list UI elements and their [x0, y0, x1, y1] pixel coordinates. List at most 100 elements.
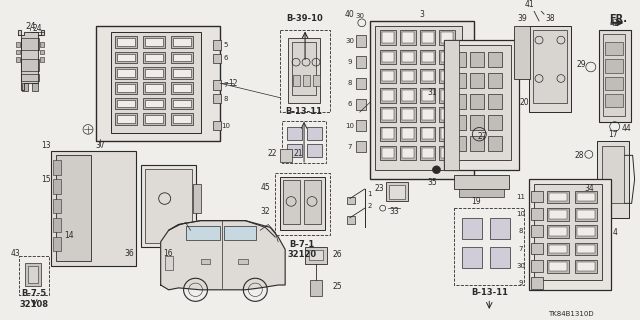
Text: 7: 7: [519, 245, 524, 252]
Bar: [442, 148, 453, 158]
Bar: [402, 52, 413, 62]
Bar: [399, 30, 415, 45]
Text: 10: 10: [346, 123, 355, 129]
Text: 3: 3: [419, 10, 424, 19]
Bar: [307, 144, 322, 157]
Text: 8: 8: [519, 228, 524, 234]
Text: 22: 22: [268, 149, 277, 158]
Text: 7: 7: [348, 144, 352, 150]
Bar: [381, 90, 394, 100]
Bar: [470, 52, 484, 67]
Text: 13: 13: [42, 141, 51, 150]
Bar: [214, 121, 221, 130]
Bar: [53, 179, 61, 194]
Text: 28: 28: [574, 151, 584, 160]
Bar: [440, 126, 456, 141]
Bar: [356, 99, 366, 110]
Bar: [310, 280, 322, 296]
Text: 34: 34: [584, 184, 594, 194]
Text: 30: 30: [346, 38, 355, 44]
Bar: [399, 88, 415, 102]
Bar: [171, 67, 193, 78]
Bar: [470, 94, 484, 109]
Bar: [53, 160, 61, 174]
Bar: [282, 121, 326, 163]
Bar: [309, 251, 323, 260]
Bar: [402, 32, 413, 43]
Bar: [347, 216, 355, 224]
Bar: [603, 34, 625, 116]
Text: 16: 16: [163, 249, 172, 258]
Bar: [442, 90, 453, 100]
Bar: [442, 128, 453, 139]
Bar: [171, 36, 193, 48]
Bar: [440, 146, 456, 160]
Bar: [356, 141, 366, 152]
Bar: [602, 146, 623, 204]
Text: 41: 41: [524, 0, 534, 9]
Text: 26: 26: [332, 250, 342, 259]
Bar: [21, 74, 39, 81]
Bar: [575, 191, 596, 204]
Text: 6: 6: [223, 55, 228, 61]
Bar: [380, 30, 396, 45]
Bar: [422, 148, 433, 158]
Bar: [549, 262, 567, 271]
Bar: [454, 174, 509, 189]
Bar: [171, 52, 193, 63]
Bar: [28, 266, 38, 283]
Bar: [143, 98, 164, 109]
Bar: [145, 69, 163, 76]
Text: 24: 24: [25, 22, 35, 31]
Bar: [577, 245, 595, 253]
Bar: [32, 83, 38, 91]
Bar: [549, 245, 567, 253]
Text: 38: 38: [545, 14, 555, 23]
Bar: [288, 38, 320, 103]
Bar: [173, 100, 191, 107]
Bar: [275, 172, 330, 235]
Bar: [214, 53, 221, 63]
Text: 10: 10: [221, 123, 230, 129]
Bar: [117, 115, 135, 123]
Bar: [444, 40, 519, 170]
Bar: [460, 189, 504, 196]
Text: 8: 8: [348, 80, 352, 86]
Bar: [117, 69, 135, 76]
Text: 36: 36: [124, 249, 134, 258]
Text: 29: 29: [576, 60, 586, 68]
Bar: [488, 52, 502, 67]
Bar: [420, 30, 435, 45]
Bar: [381, 32, 394, 43]
Text: 32: 32: [260, 206, 270, 216]
Bar: [356, 77, 366, 89]
Bar: [420, 107, 435, 122]
Bar: [145, 100, 163, 107]
Bar: [303, 75, 310, 86]
Text: FR.: FR.: [609, 14, 627, 24]
Bar: [173, 84, 191, 92]
Bar: [304, 180, 321, 224]
Bar: [529, 179, 611, 290]
Bar: [200, 259, 211, 264]
Bar: [549, 210, 567, 219]
Text: B-13-11: B-13-11: [471, 288, 508, 297]
Bar: [605, 94, 623, 107]
Bar: [22, 83, 28, 91]
Bar: [117, 38, 135, 46]
Bar: [490, 247, 510, 268]
Bar: [313, 75, 320, 86]
Bar: [462, 247, 483, 268]
Bar: [531, 277, 543, 289]
Text: 14: 14: [64, 230, 74, 240]
Bar: [117, 84, 135, 92]
Bar: [356, 56, 366, 68]
Bar: [287, 126, 302, 140]
Bar: [533, 30, 567, 102]
Polygon shape: [19, 30, 44, 90]
Text: 45: 45: [260, 182, 270, 192]
Bar: [370, 21, 474, 179]
Bar: [145, 115, 163, 123]
Bar: [575, 208, 596, 221]
Text: 15: 15: [42, 175, 51, 184]
